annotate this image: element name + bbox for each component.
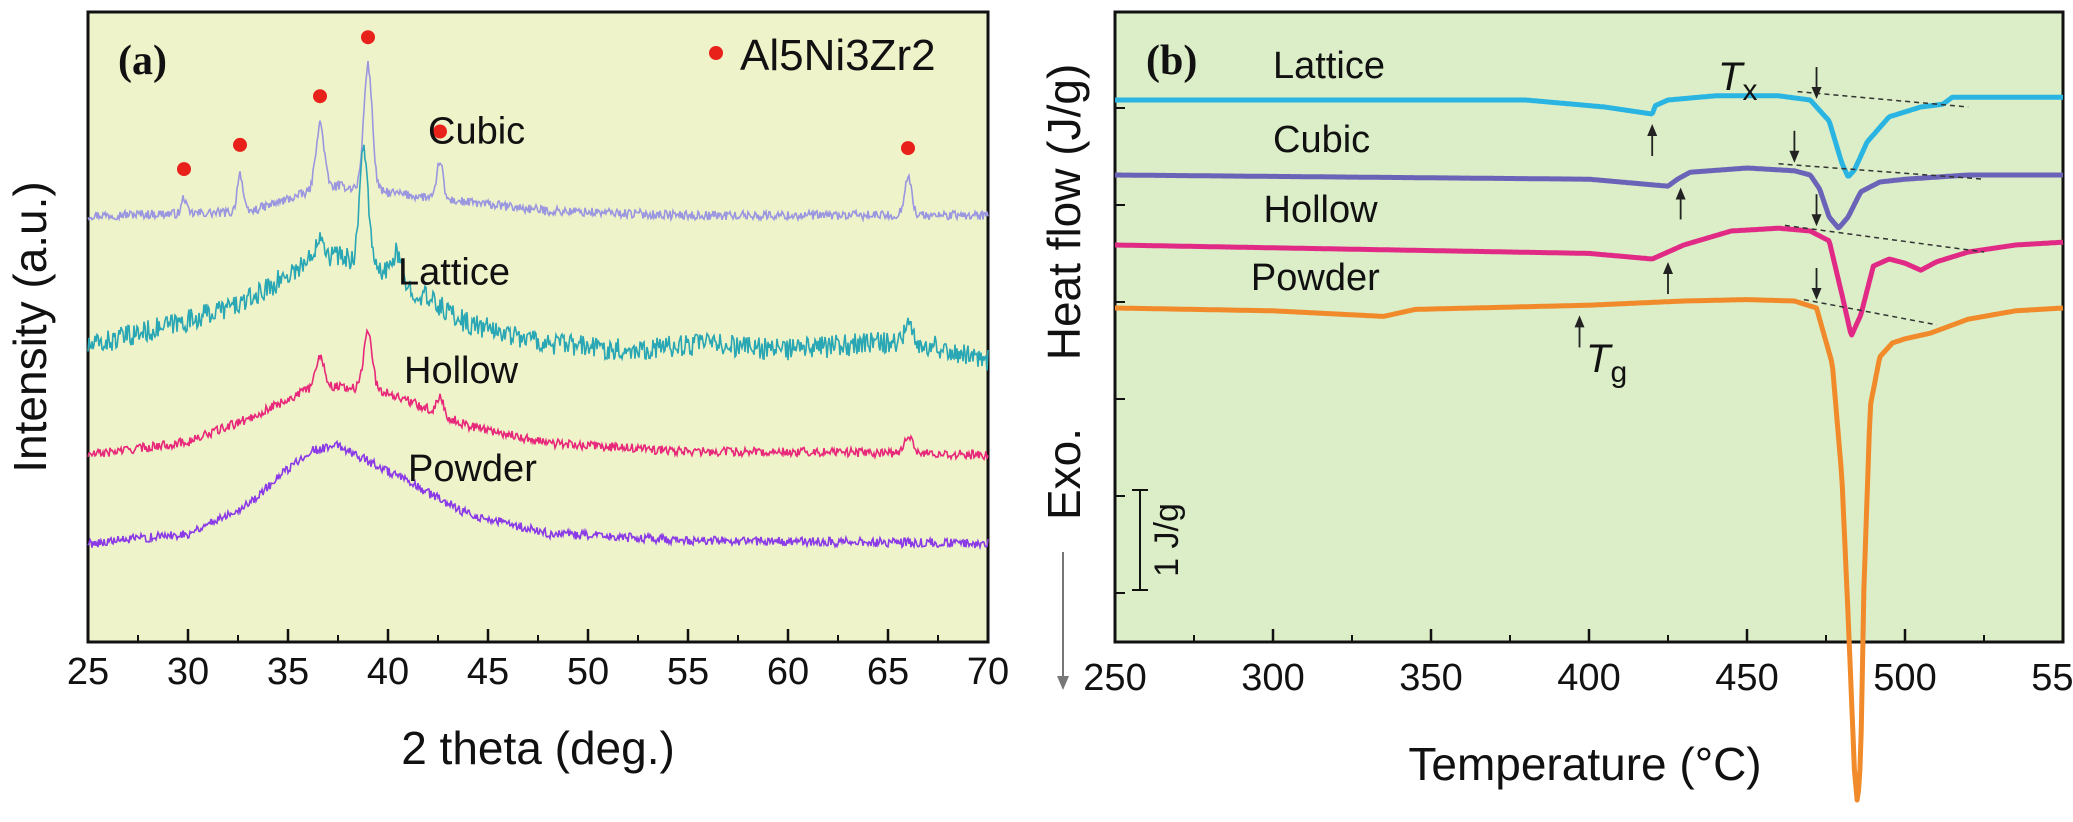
xrd-x-tick-label: 35 bbox=[267, 651, 309, 693]
dsc-series-label-hollow: Hollow bbox=[1264, 189, 1379, 231]
dsc-panel: Lattice Cubic Hollow Powder 250 300 350 400 450… bbox=[1038, 10, 2073, 803]
dsc-x-tick-label: 350 bbox=[1399, 657, 1462, 699]
phase-peak-marker-icon bbox=[433, 124, 447, 139]
xrd-x-axis: 25 30 35 40 45 50 55 60 65 70 bbox=[67, 629, 1009, 693]
tx-annotation: Tx bbox=[1718, 55, 1757, 107]
xrd-series-label-lattice: Lattice bbox=[398, 251, 510, 293]
dsc-series-label-lattice: Lattice bbox=[1273, 45, 1385, 87]
scale-bar-label: 1 J/g bbox=[1148, 503, 1186, 577]
legend-label: Al5Ni3Zr2 bbox=[740, 31, 936, 80]
dsc-x-tick-label: 550 bbox=[2031, 657, 2073, 699]
dsc-tangent-line-lattice bbox=[1797, 90, 1969, 108]
tg-arrow-head-icon bbox=[1675, 187, 1686, 200]
xrd-panel: Cubic Lattice Hollow Powder 25 30 35 40 45 50 55 6… bbox=[4, 10, 1009, 774]
xrd-x-tick-label: 60 bbox=[767, 651, 809, 693]
dsc-series-group: Lattice Cubic Hollow Powder bbox=[1113, 45, 2065, 803]
xrd-series-label-powder: Powder bbox=[408, 448, 537, 490]
tg-arrow-head-icon bbox=[1647, 124, 1658, 136]
dsc-tangent-line-cubic bbox=[1778, 163, 1985, 180]
phase-peak-marker-icon bbox=[361, 30, 375, 45]
legend-marker-icon bbox=[709, 46, 723, 60]
dsc-x-axis-title: Temperature (°C) bbox=[1408, 738, 1761, 790]
tx-arrow-head-icon bbox=[1811, 288, 1822, 300]
dsc-x-axis: 250 300 350 400 450 500 550 bbox=[1083, 629, 2073, 699]
dsc-tangent-line-hollow bbox=[1784, 224, 1985, 253]
dsc-y-axis-prefix: Exo. bbox=[1038, 428, 1090, 520]
xrd-series-hollow bbox=[87, 327, 989, 461]
xrd-x-tick-label: 30 bbox=[167, 651, 209, 693]
phase-peak-marker-icon bbox=[313, 89, 327, 104]
xrd-y-axis-title: Intensity (a.u.) bbox=[4, 181, 56, 472]
dsc-y-axis-title: Heat flow (J/g) bbox=[1038, 64, 1090, 361]
exo-arrow-head-icon bbox=[1057, 676, 1069, 690]
xrd-plot-area bbox=[86, 10, 990, 644]
xrd-series-label-hollow: Hollow bbox=[404, 350, 519, 392]
xrd-series-lattice bbox=[87, 144, 989, 371]
xrd-x-tick-label: 40 bbox=[367, 651, 409, 693]
xrd-series-cubic bbox=[87, 60, 989, 223]
phase-peak-marker-icon bbox=[233, 137, 247, 152]
tg-arrow-head-icon bbox=[1574, 315, 1585, 328]
xrd-x-tick-label: 65 bbox=[867, 651, 909, 693]
phase-peak-marker-icon bbox=[901, 141, 915, 156]
tg-arrow-head-icon bbox=[1663, 262, 1673, 274]
xrd-x-tick-label: 25 bbox=[67, 651, 109, 693]
tx-arrow-head-icon bbox=[1811, 214, 1822, 227]
dsc-x-tick-label: 250 bbox=[1083, 657, 1146, 699]
xrd-series-group: Cubic Lattice Hollow Powder bbox=[87, 30, 989, 551]
scale-bar: 1 J/g bbox=[1132, 489, 1186, 591]
dsc-series-lattice bbox=[1113, 93, 2065, 179]
dsc-series-powder bbox=[1113, 297, 2065, 803]
dsc-series-label-cubic: Cubic bbox=[1273, 119, 1370, 161]
dsc-series-label-powder: Powder bbox=[1251, 257, 1380, 299]
dsc-tangent-line-powder bbox=[1803, 298, 1937, 326]
tx-arrow-head-icon bbox=[1811, 87, 1822, 99]
dsc-x-tick-label: 450 bbox=[1715, 657, 1778, 699]
xrd-series-powder bbox=[87, 439, 989, 551]
xrd-x-axis-title: 2 theta (deg.) bbox=[401, 722, 675, 774]
xrd-x-tick-label: 70 bbox=[967, 651, 1009, 693]
dsc-x-tick-label: 400 bbox=[1557, 657, 1620, 699]
xrd-x-tick-label: 45 bbox=[467, 651, 509, 693]
phase-peak-marker-icon bbox=[177, 162, 191, 177]
exo-direction-arrow bbox=[1057, 552, 1069, 690]
tx-arrow-head-icon bbox=[1789, 150, 1800, 163]
dsc-x-tick-label: 300 bbox=[1241, 657, 1304, 699]
xrd-panel-label: (a) bbox=[118, 38, 167, 84]
dsc-series-hollow bbox=[1113, 225, 2065, 338]
dsc-plot-area bbox=[1113, 10, 2065, 644]
xrd-x-tick-label: 55 bbox=[667, 651, 709, 693]
dsc-panel-label: (b) bbox=[1146, 38, 1197, 84]
dsc-y-minor-ticks bbox=[1115, 107, 1125, 594]
xrd-series-label-cubic: Cubic bbox=[428, 110, 525, 152]
dsc-series-cubic bbox=[1113, 165, 2065, 231]
dsc-x-tick-label: 500 bbox=[1873, 657, 1936, 699]
tg-annotation: Tg bbox=[1586, 337, 1627, 389]
xrd-x-tick-label: 50 bbox=[567, 651, 609, 693]
